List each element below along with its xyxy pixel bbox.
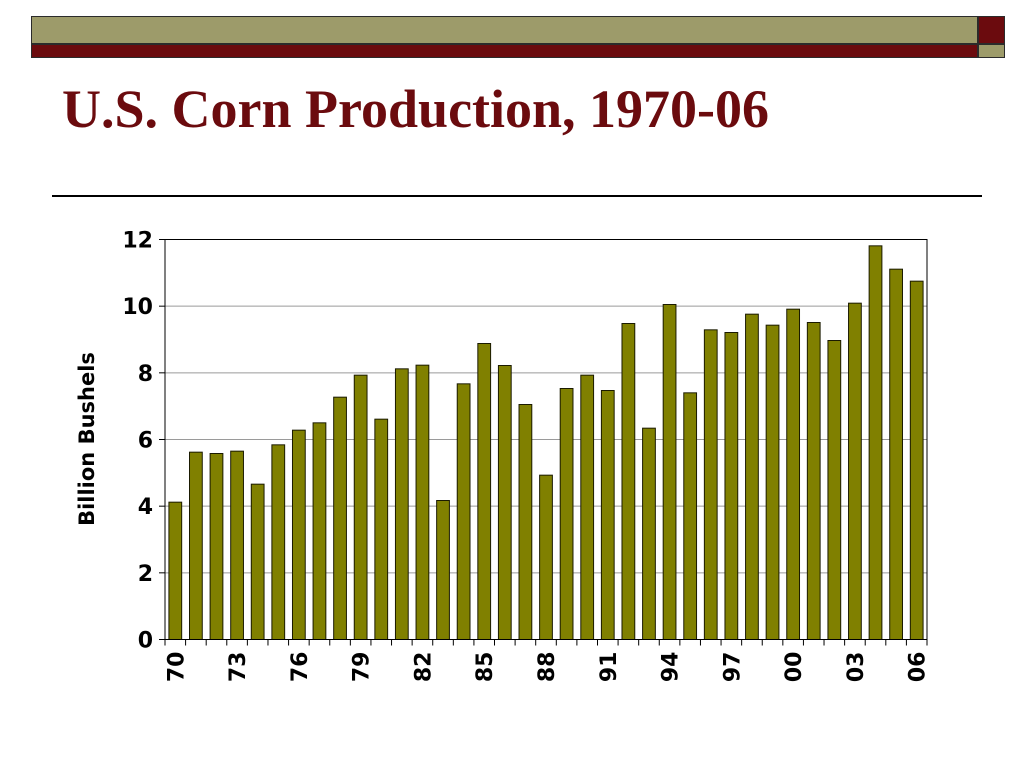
- y-tick-label: 4: [138, 495, 153, 520]
- y-axis-label: Billion Bushels: [75, 352, 99, 526]
- bar-1971: [189, 451, 203, 640]
- bar-1972: [209, 453, 224, 640]
- bar-1992: [621, 323, 636, 640]
- bar-1987: [518, 404, 533, 640]
- bar-1988: [539, 474, 553, 640]
- bar-1974: [250, 483, 265, 640]
- x-tick-label: 91: [597, 652, 622, 683]
- x-tick-label: 73: [226, 652, 251, 683]
- bar-1982: [415, 364, 430, 640]
- slide-title: U.S. Corn Production, 1970-06: [62, 79, 770, 139]
- x-tick-label: 82: [411, 652, 436, 683]
- bar-1976: [291, 429, 306, 640]
- x-tick-label: 94: [659, 652, 684, 683]
- bar-2006: [909, 280, 924, 640]
- bar-2004: [868, 245, 883, 640]
- bar-1975: [271, 444, 286, 641]
- bar-1993: [642, 427, 656, 640]
- bar-1991: [600, 390, 615, 640]
- x-tick-label: 76: [288, 652, 313, 683]
- bar-1979: [353, 374, 368, 640]
- bar-2000: [786, 308, 801, 640]
- bar-1981: [394, 368, 409, 640]
- header-band-olive: [31, 16, 978, 44]
- bar-1998: [745, 313, 759, 640]
- x-tick-label: 88: [535, 652, 560, 683]
- title-divider: [52, 195, 982, 197]
- bar-1985: [477, 343, 492, 640]
- header-band-maroon: [31, 44, 978, 58]
- bar-1978: [333, 396, 347, 640]
- x-tick-label: 79: [350, 652, 375, 683]
- bar-2001: [806, 322, 821, 640]
- bar-2003: [848, 302, 862, 640]
- bar-1986: [497, 365, 512, 640]
- y-tick-label: 10: [122, 295, 153, 320]
- bar-1977: [312, 422, 327, 641]
- x-tick-label: 97: [720, 652, 745, 683]
- bar-2002: [827, 340, 842, 640]
- x-tick-label: 70: [164, 652, 189, 683]
- y-tick-label: 8: [138, 362, 153, 387]
- bar-1984: [456, 383, 471, 641]
- y-tick-label: 12: [122, 229, 153, 254]
- bar-1989: [559, 388, 574, 640]
- y-tick-label: 2: [138, 562, 153, 587]
- bar-1973: [230, 450, 244, 640]
- bar-1997: [724, 332, 739, 640]
- bar-1983: [436, 500, 450, 640]
- bar-1999: [765, 324, 780, 640]
- y-tick-label: 0: [138, 629, 153, 654]
- x-tick-label: 06: [906, 652, 931, 683]
- bar-1994: [662, 304, 677, 640]
- x-tick-label: 85: [473, 652, 498, 683]
- bars: [168, 245, 924, 641]
- bar-1980: [374, 418, 389, 640]
- bar-2005: [889, 268, 903, 640]
- bar-1995: [683, 392, 698, 641]
- bar-1990: [580, 374, 595, 640]
- x-tick-label: 00: [782, 652, 807, 683]
- header-square-maroon: [978, 16, 1005, 44]
- bar-1970: [168, 501, 183, 640]
- bar-1996: [703, 329, 718, 640]
- ticks: 0 2 4 6 8 10 12 70 73 76 79 82 85 88 91 94 97 00 03 06: [122, 229, 930, 683]
- x-tick-label: 03: [844, 652, 869, 683]
- y-tick-label: 6: [138, 429, 153, 454]
- header-square-olive: [978, 44, 1005, 58]
